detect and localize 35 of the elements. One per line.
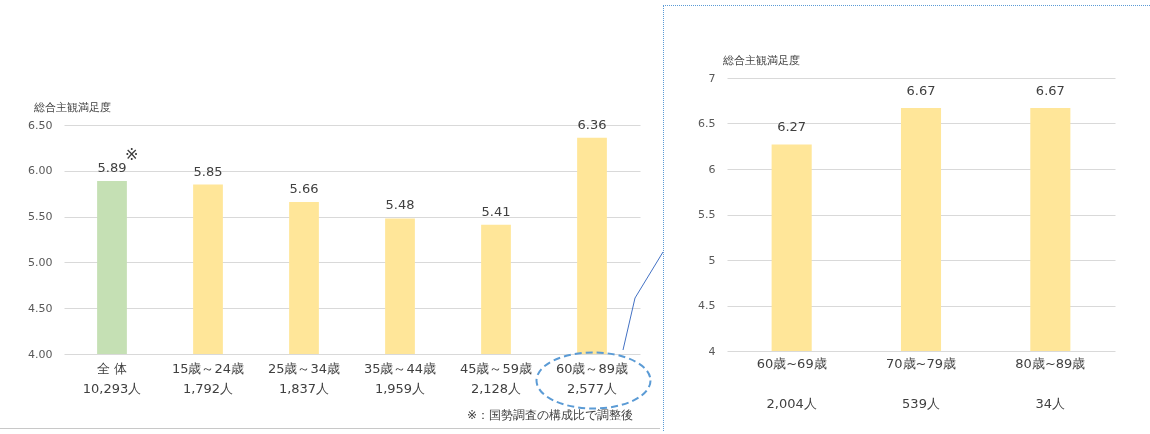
y-tick-label: 7: [708, 71, 716, 85]
y-tick-label: 6.00: [28, 164, 53, 178]
data-label: 5.41: [481, 203, 511, 219]
y-tick-label: 5.50: [28, 210, 53, 224]
category-label: 60歳~69歳 2,004人: [756, 355, 827, 411]
y-tick-label: 6: [708, 162, 716, 176]
x-tick-label: 15歳～24歳 1,792人: [171, 360, 245, 396]
data-label: 5.48: [385, 197, 415, 213]
data-label: 6.67: [1035, 83, 1065, 99]
y-tick-label: 5: [708, 253, 716, 267]
data-label: 6.67: [906, 83, 936, 99]
x-tick-label: 45歳～59歳 2,128人: [459, 360, 533, 396]
data-label: 5.89: [97, 159, 127, 175]
y-tick-label: 6.50: [28, 118, 53, 132]
y-tick-label: 4.50: [28, 301, 53, 315]
category-label: 70歳~79歳 539人: [886, 355, 956, 411]
x-tick-label: 35歳～44歳 1,959人: [363, 360, 437, 396]
y-tick-label: 4.5: [698, 299, 716, 312]
category-label: 80歳~89歳 34人: [1015, 355, 1086, 411]
y-tick-label: 5.5: [698, 208, 716, 221]
data-label: 6.36: [577, 116, 607, 132]
y-tick-label: 4.00: [28, 347, 53, 361]
y-tick-label: 6.5: [698, 117, 716, 130]
y-axis-title: 総合主観満足度: [721, 53, 800, 67]
data-label: 6.27: [777, 119, 807, 135]
data-label: 5.85: [193, 163, 223, 179]
data-label: 5.66: [289, 180, 319, 196]
y-tick-label: 5.00: [28, 255, 53, 269]
y-axis-title: 総合主観満足度: [32, 100, 111, 114]
x-tick-label: 25歳～34歳 1,837人: [267, 360, 341, 396]
annotation: ※: [125, 144, 139, 164]
text: ※：国勢調査の構成比で調整後: [466, 408, 633, 422]
x-tick-label: 60歳～89歳 2,577人: [555, 360, 629, 396]
x-tick-label: 全 体 10,293人: [82, 360, 142, 396]
y-tick-label: 4: [708, 344, 716, 358]
